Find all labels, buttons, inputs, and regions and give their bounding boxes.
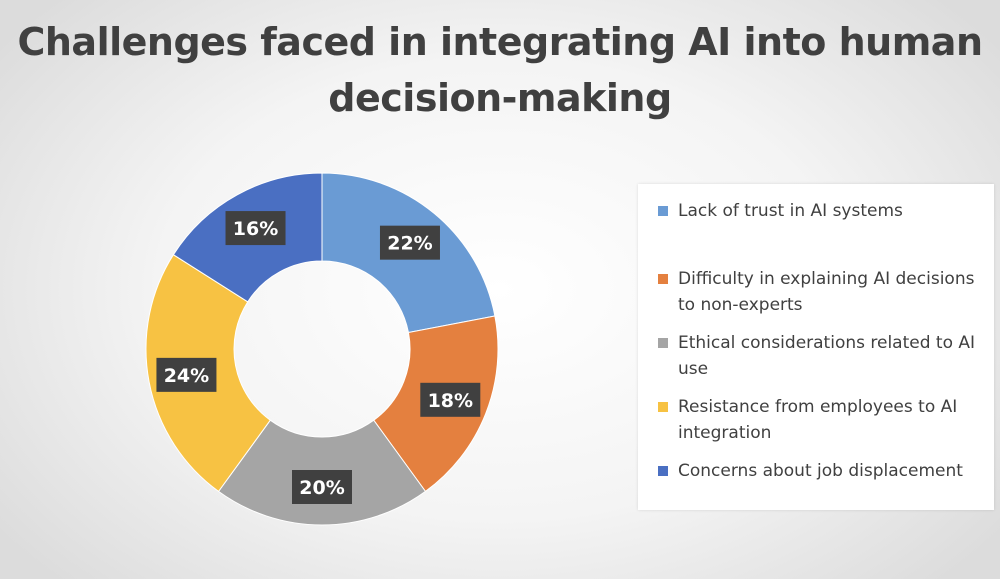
legend-swatch-ethical-considerations: [658, 338, 668, 348]
chart-title: Challenges faced in integrating AI into …: [0, 14, 1000, 126]
legend-item-ethical-considerations: Ethical considerations related to AI use: [658, 330, 988, 382]
data-label-text-ethical-considerations: 20%: [299, 477, 344, 499]
data-label-text-lack-of-trust: 22%: [387, 233, 432, 255]
legend-item-job-displacement: Concerns about job displacement: [658, 458, 988, 484]
legend-label-ethical-considerations-line-1: Ethical considerations related to AI: [678, 333, 976, 353]
data-label-ethical-considerations: 20%: [292, 470, 352, 504]
data-label-box-difficulty-explaining: [420, 382, 481, 417]
data-label-resistance-employees: 24%: [156, 357, 217, 392]
data-label-box-job-displacement: [225, 211, 286, 246]
legend-item-difficulty-explaining: Difficulty in explaining AI decisions to…: [658, 266, 988, 318]
data-label-text-resistance-employees: 24%: [164, 365, 209, 387]
legend-item-lack-of-trust: Lack of trust in AI systems: [658, 198, 988, 224]
data-label-box-lack-of-trust: [379, 225, 440, 260]
legend-label-difficulty-explaining-line-2: to non-experts: [678, 295, 803, 315]
legend-label-lack-of-trust: Lack of trust in AI systems: [678, 201, 903, 221]
legend-label-resistance-employees-line-2: integration: [678, 423, 772, 443]
legend-swatch-difficulty-explaining: [658, 274, 668, 284]
data-label-job-displacement: 16%: [225, 211, 286, 246]
legend-swatch-resistance-employees: [658, 402, 668, 412]
data-label-box-ethical-considerations: [292, 470, 352, 504]
data-label-difficulty-explaining: 18%: [420, 382, 481, 417]
legend-item-resistance-employees: Resistance from employees to AI integrat…: [658, 394, 988, 446]
data-label-text-difficulty-explaining: 18%: [428, 390, 473, 412]
legend-swatch-job-displacement: [658, 466, 668, 476]
legend-swatch-lack-of-trust: [658, 206, 668, 216]
data-label-text-job-displacement: 16%: [233, 218, 278, 240]
chart-title-line-2: decision-making: [328, 76, 672, 120]
legend-label-job-displacement: Concerns about job displacement: [678, 461, 963, 481]
legend-label-ethical-considerations-line-2: use: [678, 359, 709, 379]
legend-label-resistance-employees-line-1: Resistance from employees to AI: [678, 397, 958, 417]
legend-label-difficulty-explaining-line-1: Difficulty in explaining AI decisions: [678, 269, 975, 289]
data-label-lack-of-trust: 22%: [379, 225, 440, 260]
chart-title-line-1: Challenges faced in integrating AI into …: [17, 20, 983, 64]
legend: Lack of trust in AI systems Difficulty i…: [638, 184, 994, 510]
data-label-box-resistance-employees: [156, 357, 217, 392]
